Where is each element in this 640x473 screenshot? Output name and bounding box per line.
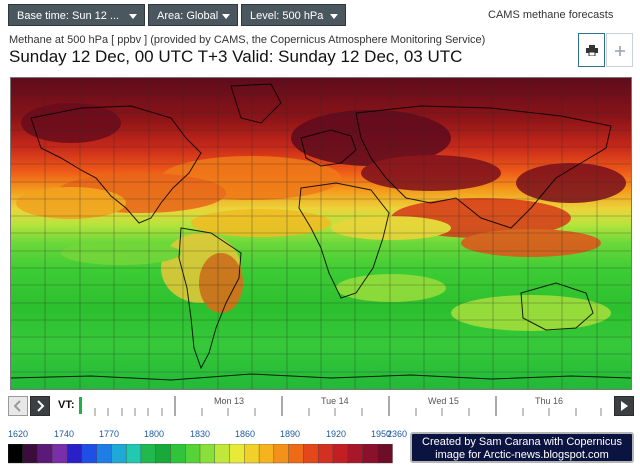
color-swatch: [377, 444, 393, 464]
legend-label: 2360: [387, 429, 408, 439]
color-swatch: [214, 444, 231, 464]
timeline-day-label: Mon 13: [214, 396, 245, 406]
level-dropdown[interactable]: Level: 500 hPa: [241, 4, 346, 26]
area-label: Area: Global: [157, 10, 219, 22]
credit-line-1: Created by Sam Carana with Copernicus: [422, 436, 622, 448]
color-swatch: [170, 444, 186, 464]
credit-banner: Created by Sam Carana with Copernicus im…: [410, 432, 634, 463]
color-swatch: [185, 444, 201, 464]
legend-label: 1860: [235, 429, 256, 439]
print-button[interactable]: [578, 33, 605, 67]
color-swatch: [125, 444, 142, 464]
chevron-down-icon: [330, 14, 338, 19]
page-title: Sunday 12 Dec, 00 UTC T+3 Valid: Sunday …: [9, 47, 463, 66]
current-time-marker[interactable]: [79, 397, 82, 414]
legend-label: 1890: [280, 429, 301, 439]
level-label: Level: 500 hPa: [250, 10, 324, 22]
next-step-button[interactable]: [30, 396, 50, 416]
color-swatch: [37, 444, 54, 464]
color-swatch: [111, 444, 127, 464]
base-time-dropdown[interactable]: Base time: Sun 12 ...: [8, 4, 145, 26]
color-swatch: [52, 444, 68, 464]
legend-label: 1830: [190, 429, 211, 439]
color-swatch: [258, 444, 275, 464]
color-swatch: [273, 444, 290, 464]
color-swatch: [66, 444, 83, 464]
color-swatch: [22, 444, 39, 464]
legend-label: 1620: [8, 429, 29, 439]
legend-labels: 1620 1740 1770 1800 1830 1860 1890 1920 …: [8, 429, 408, 441]
color-swatch: [8, 444, 24, 464]
chevron-left-icon: [13, 400, 21, 412]
legend-label: 1740: [54, 429, 75, 439]
color-swatch: [332, 444, 349, 464]
area-dropdown[interactable]: Area: Global: [148, 4, 238, 26]
previous-step-button[interactable]: [8, 396, 28, 416]
add-button[interactable]: [606, 33, 633, 67]
color-swatch: [303, 444, 319, 464]
timeline-day-label: Tue 14: [321, 396, 349, 406]
color-scale-bar: [8, 444, 393, 464]
legend-label: 1950: [371, 429, 392, 439]
color-swatch: [362, 444, 378, 464]
vt-label: VT:: [58, 399, 75, 411]
timeline[interactable]: VT: Mon 13 Tue 14: [8, 396, 636, 418]
play-button[interactable]: [614, 396, 634, 416]
color-swatch: [81, 444, 98, 464]
color-swatch: [199, 444, 216, 464]
color-swatch: [244, 444, 260, 464]
timeline-day-label: Thu 16: [535, 396, 564, 406]
color-swatch: [288, 444, 305, 464]
chevron-down-icon: [129, 14, 137, 19]
legend-label: 1770: [99, 429, 120, 439]
chart-subtitle: Methane at 500 hPa [ ppbv ] (provided by…: [9, 34, 486, 46]
color-swatch: [155, 444, 172, 464]
legend-label: 1800: [144, 429, 165, 439]
color-swatch: [140, 444, 157, 464]
timeline-track[interactable]: Mon 13 Tue 14 Wed 15 Thu 16: [86, 396, 606, 418]
play-icon: [621, 401, 628, 411]
timeline-ticks: [94, 396, 602, 416]
chevron-down-icon: [222, 14, 230, 19]
chevron-right-icon: [37, 400, 45, 412]
color-swatch: [317, 444, 334, 464]
plus-icon: [615, 46, 625, 56]
color-swatch: [229, 444, 246, 464]
legend-label: 1920: [326, 429, 347, 439]
methane-map[interactable]: [10, 77, 632, 390]
base-time-label: Base time: Sun 12 ...: [17, 10, 120, 22]
credit-line-2: image for Arctic-news.blogspot.com: [435, 449, 609, 461]
print-icon: [586, 45, 598, 56]
color-swatch: [347, 444, 364, 464]
timeline-day-label: Wed 15: [428, 396, 459, 406]
brand-label: CAMS methane forecasts: [488, 9, 614, 21]
color-swatch: [96, 444, 113, 464]
